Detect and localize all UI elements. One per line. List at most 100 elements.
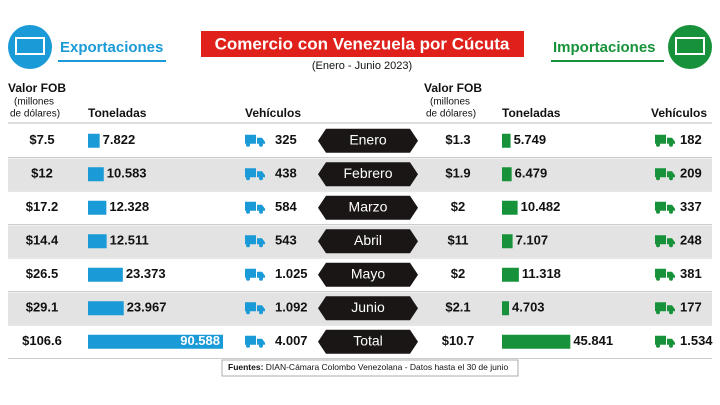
- fob-value: $2.1: [445, 300, 470, 315]
- truck-icon: [667, 305, 675, 312]
- truck-icon: [655, 168, 666, 178]
- truck-icon: [257, 171, 265, 178]
- vehicles-value: 182: [680, 132, 702, 147]
- month-pill: [318, 229, 418, 254]
- tons-label: 11.318: [522, 266, 561, 281]
- truck-icon: [259, 343, 263, 348]
- subtitle: (Enero - Junio 2023): [312, 60, 412, 72]
- tons-label: 7.107: [516, 233, 549, 248]
- import-label: Importaciones: [553, 39, 656, 56]
- tons-bar: [502, 133, 511, 148]
- truck-icon: [655, 335, 666, 345]
- truck-icon: [656, 310, 660, 315]
- col-subheader: de dólares): [10, 109, 60, 120]
- truck-icon: [669, 276, 673, 281]
- tons-bar: [88, 301, 124, 316]
- source-text: DIAN-Cámara Colombo Venezolana - Datos h…: [266, 362, 509, 372]
- fob-value: $1.9: [445, 166, 470, 181]
- truck-icon: [257, 271, 265, 278]
- tons-label: 23.373: [126, 266, 166, 281]
- fob-value: $17.2: [26, 199, 59, 214]
- truck-icon: [656, 209, 660, 214]
- tons-bar: [502, 334, 571, 349]
- vehicles-value: 1.534: [680, 333, 713, 348]
- truck-icon: [245, 201, 256, 211]
- title: Comercio con Venezuela por Cúcuta: [215, 34, 510, 53]
- vehicles-value: 381: [680, 266, 702, 281]
- fob-value: $14.4: [26, 233, 59, 248]
- source-label: Fuentes:: [228, 362, 264, 372]
- truck-icon: [655, 235, 666, 245]
- vehicles-value: 248: [680, 233, 702, 248]
- truck-icon: [667, 137, 675, 144]
- tons-label: 10.482: [521, 199, 561, 214]
- vehicles-value: 4.007: [275, 333, 308, 348]
- tons-label: 6.479: [515, 166, 548, 181]
- tons-label: 45.841: [573, 333, 613, 348]
- truck-icon: [656, 343, 660, 348]
- export-icon: [8, 25, 52, 69]
- fob-value: $2: [451, 199, 465, 214]
- truck-icon: [655, 201, 666, 211]
- fob-value: $29.1: [26, 300, 59, 315]
- month-label: Mayo: [351, 265, 385, 281]
- tons-label: 5.749: [514, 132, 547, 147]
- truck-icon: [259, 176, 263, 181]
- vehicles-value: 1.092: [275, 300, 308, 315]
- vehicles-value: 325: [275, 132, 297, 147]
- tons-bar: [502, 301, 510, 316]
- tons-bar: [88, 200, 107, 215]
- truck-icon: [246, 176, 250, 181]
- title-box: [201, 31, 524, 57]
- col-header: Vehículos: [245, 106, 301, 120]
- col-subheader: (millones: [14, 97, 54, 108]
- truck-icon: [259, 310, 263, 315]
- truck-icon: [669, 343, 673, 348]
- truck-icon: [246, 310, 250, 315]
- tons-bar: [88, 267, 123, 282]
- truck-icon: [246, 142, 250, 147]
- month-pill: [318, 128, 418, 153]
- col-header: Toneladas: [88, 106, 147, 120]
- truck-icon: [656, 276, 660, 281]
- vehicles-value: 337: [680, 199, 702, 214]
- truck-icon: [667, 204, 675, 211]
- month-pill: [318, 262, 418, 287]
- month-label: Marzo: [349, 198, 388, 214]
- truck-icon: [257, 204, 265, 211]
- tons-label: 4.703: [512, 300, 545, 315]
- tons-bar: [502, 200, 518, 215]
- truck-icon: [245, 268, 256, 278]
- tons-label: 7.822: [103, 132, 136, 147]
- truck-icon: [669, 176, 673, 181]
- truck-icon: [257, 338, 265, 345]
- tons-bar: [88, 334, 223, 349]
- truck-icon: [259, 276, 263, 281]
- month-label: Enero: [349, 131, 387, 147]
- month-label: Total: [353, 332, 383, 348]
- tons-label: 90.588: [180, 333, 220, 348]
- tons-bar: [502, 234, 513, 249]
- truck-icon: [656, 142, 660, 147]
- truck-icon: [669, 310, 673, 315]
- truck-icon: [259, 142, 263, 147]
- truck-icon: [667, 171, 675, 178]
- month-pill: [318, 162, 418, 187]
- fob-value: $26.5: [26, 266, 59, 281]
- truck-icon: [246, 243, 250, 248]
- truck-icon: [246, 343, 250, 348]
- fob-value: $11: [448, 233, 469, 248]
- col-subheader: (millones: [430, 97, 470, 108]
- import-icon-truck: [675, 37, 705, 55]
- source-box: [221, 359, 519, 377]
- export-label: Exportaciones: [60, 39, 163, 56]
- tons-label: 12.328: [109, 199, 149, 214]
- fob-value: $2: [451, 266, 465, 281]
- col-subheader: de dólares): [426, 109, 476, 120]
- month-label: Febrero: [343, 165, 392, 181]
- vehicles-value: 584: [275, 199, 297, 214]
- fob-value: $1.3: [445, 132, 470, 147]
- tons-bar: [88, 167, 104, 182]
- truck-icon: [245, 168, 256, 178]
- month-pill: [318, 296, 418, 321]
